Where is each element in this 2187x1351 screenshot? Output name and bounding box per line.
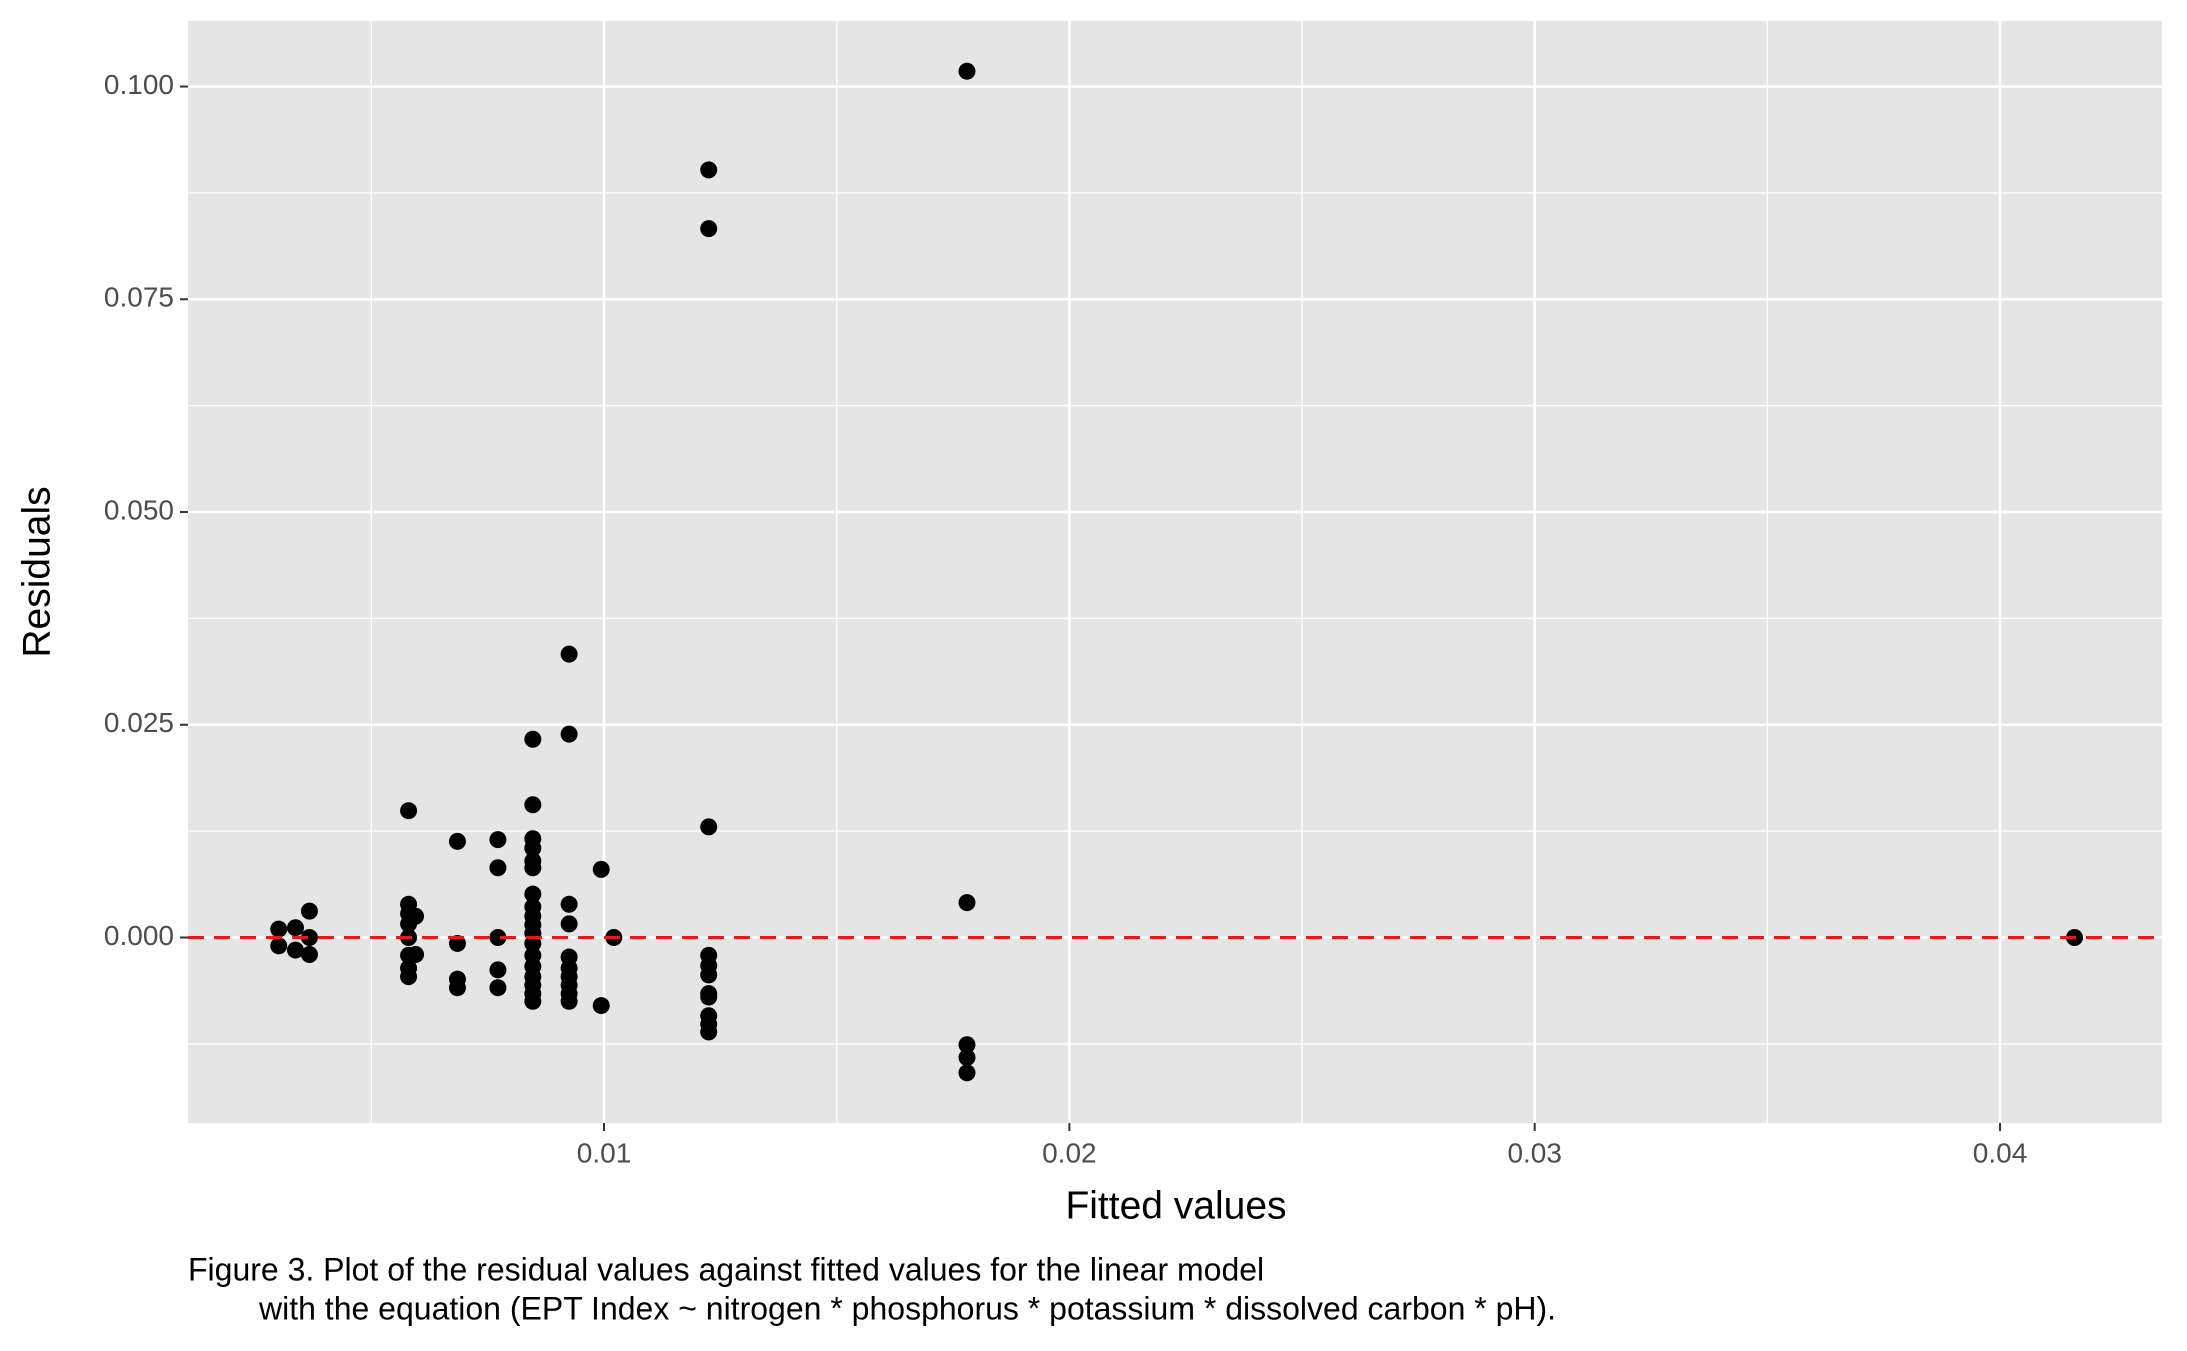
data-point (560, 725, 578, 743)
data-point (560, 895, 578, 913)
data-point (592, 997, 610, 1015)
data-point (560, 992, 578, 1010)
x-tick-label: 0.04 (1973, 1137, 2028, 1168)
data-point (448, 979, 466, 997)
data-point (400, 968, 418, 986)
y-tick-label: 0.025 (104, 707, 174, 738)
data-point (400, 802, 418, 820)
data-point (489, 831, 507, 849)
data-point (560, 915, 578, 933)
data-point (286, 919, 304, 937)
data-point (700, 966, 718, 984)
data-point (524, 796, 542, 814)
y-tick-label: 0.050 (104, 494, 174, 525)
data-point (300, 946, 318, 964)
data-point (407, 946, 425, 964)
data-point (448, 934, 466, 952)
data-point (524, 934, 542, 952)
data-point (524, 885, 542, 903)
data-point (592, 860, 610, 878)
data-point (270, 920, 288, 938)
data-point (448, 832, 466, 850)
caption-line: Figure 3. Plot of the residual values ag… (188, 1251, 1264, 1287)
data-point (958, 1036, 976, 1054)
y-tick-label: 0.000 (104, 920, 174, 951)
data-point (524, 859, 542, 877)
data-point (286, 941, 304, 959)
data-point (489, 961, 507, 979)
data-point (270, 937, 288, 955)
data-point (958, 894, 976, 912)
y-tick-label: 0.075 (104, 282, 174, 313)
x-tick-label: 0.03 (1507, 1137, 1562, 1168)
x-tick-label: 0.02 (1042, 1137, 1097, 1168)
data-point (489, 859, 507, 877)
data-point (958, 1064, 976, 1082)
data-point (300, 902, 318, 920)
data-point (489, 928, 507, 946)
data-point (958, 62, 976, 80)
data-point (700, 1023, 718, 1041)
data-point (560, 645, 578, 663)
data-point (407, 907, 425, 925)
x-tick-label: 0.01 (577, 1137, 632, 1168)
x-axis-title: Fitted values (1065, 1184, 1286, 1227)
data-point (700, 988, 718, 1006)
data-point (524, 730, 542, 748)
data-point (300, 928, 318, 946)
plot-panel (188, 21, 2162, 1123)
data-point (700, 161, 718, 179)
caption-line: with the equation (EPT Index ~ nitrogen … (258, 1290, 1556, 1326)
data-point (700, 818, 718, 836)
data-point (958, 1048, 976, 1066)
y-axis-title: Residuals (15, 486, 58, 657)
data-point (524, 992, 542, 1010)
data-point (524, 839, 542, 857)
y-tick-label: 0.100 (104, 69, 174, 100)
data-point (700, 220, 718, 238)
data-point (489, 979, 507, 997)
